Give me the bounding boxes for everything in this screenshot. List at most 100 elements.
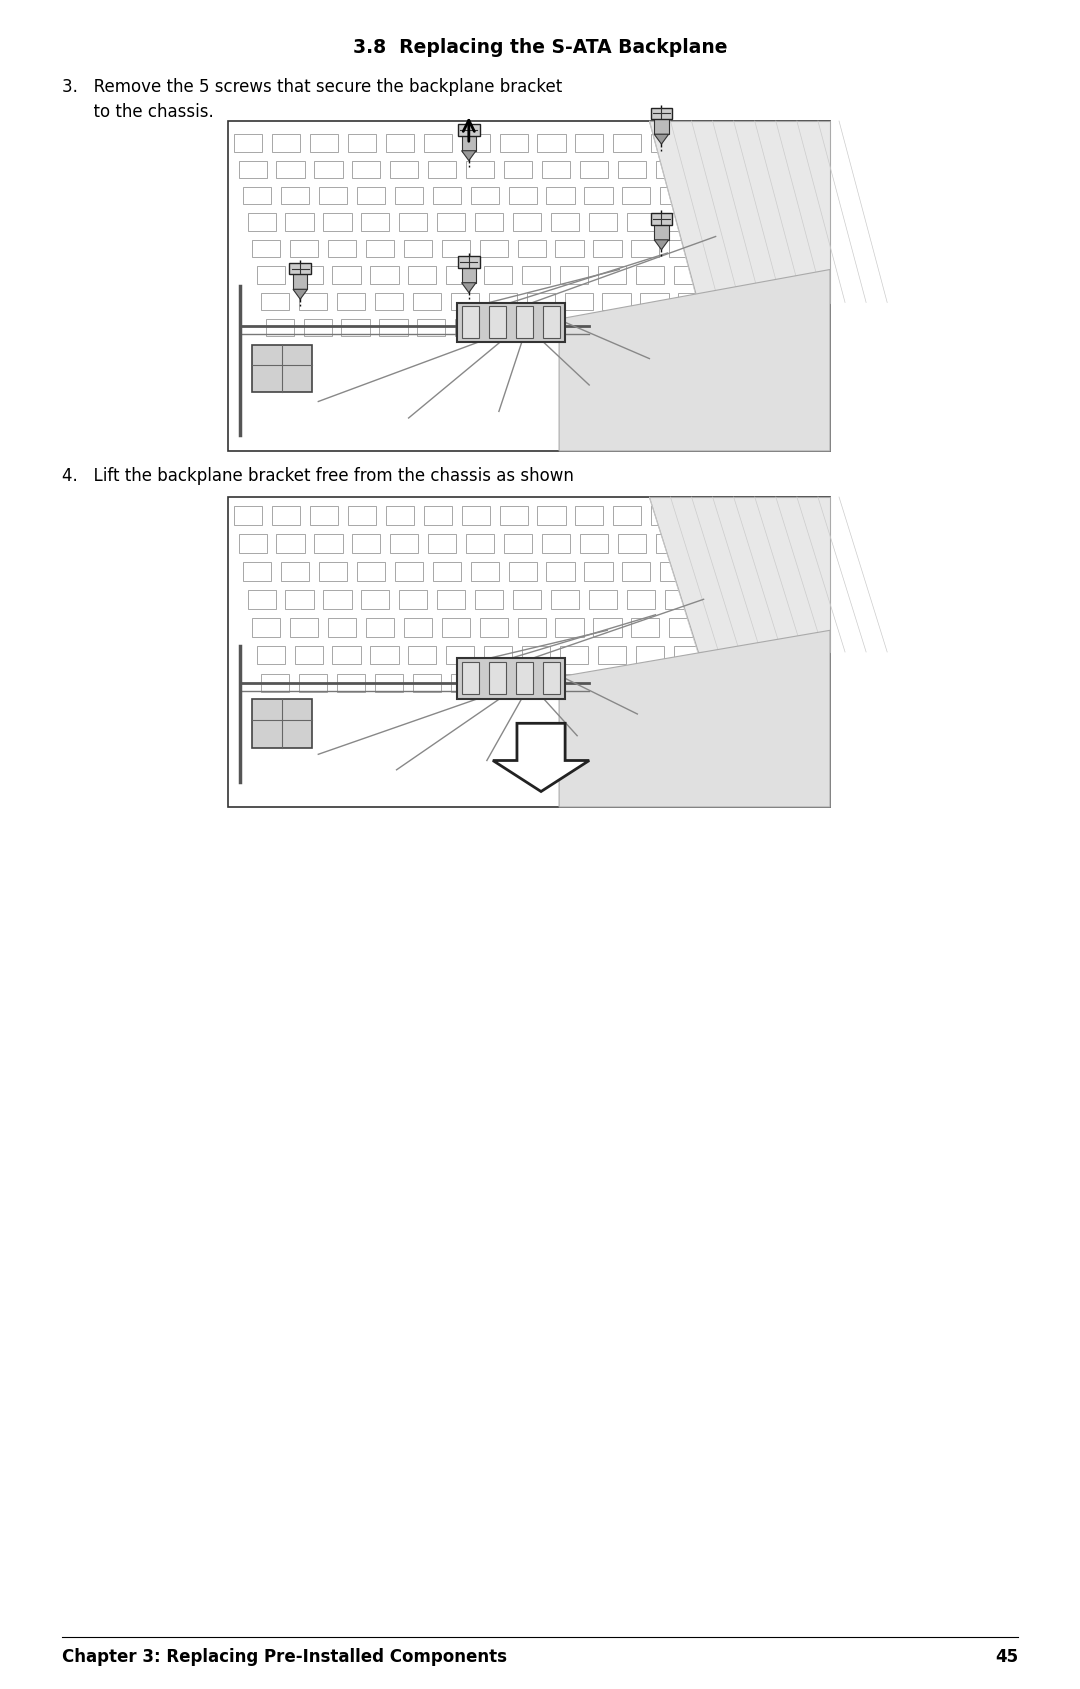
Bar	[543, 307, 561, 339]
Bar	[370, 267, 399, 284]
Bar	[272, 135, 300, 152]
Bar	[603, 674, 631, 692]
Bar	[281, 562, 309, 581]
Bar	[640, 294, 669, 311]
Bar	[517, 618, 545, 637]
Bar	[457, 659, 565, 699]
Bar	[670, 240, 698, 258]
Bar	[674, 647, 702, 665]
Bar	[565, 294, 593, 311]
Bar	[299, 674, 327, 692]
Bar	[295, 267, 323, 284]
Bar	[603, 294, 631, 311]
Bar	[457, 304, 565, 343]
Bar	[461, 662, 478, 696]
Bar	[433, 187, 461, 204]
Bar	[261, 294, 289, 311]
Bar	[461, 307, 478, 339]
Bar	[670, 618, 698, 637]
Bar	[580, 162, 608, 179]
Bar	[527, 674, 555, 692]
Bar	[555, 240, 583, 258]
Bar	[366, 240, 394, 258]
Bar	[480, 618, 508, 637]
Bar	[390, 162, 418, 179]
Bar	[598, 647, 626, 665]
Bar	[516, 307, 534, 339]
Bar	[366, 618, 394, 637]
Bar	[584, 562, 612, 581]
Bar	[538, 507, 566, 525]
Polygon shape	[492, 725, 590, 792]
Bar	[395, 187, 423, 204]
Text: 4.   Lift the backplane bracket free from the chassis as shown: 4. Lift the backplane bracket free from …	[62, 466, 573, 485]
Bar	[281, 187, 309, 204]
Bar	[314, 535, 342, 554]
Bar	[645, 319, 673, 338]
Bar	[239, 162, 267, 179]
Bar	[561, 267, 589, 284]
Bar	[546, 187, 575, 204]
Bar	[404, 240, 432, 258]
Bar	[352, 535, 380, 554]
Bar	[291, 240, 319, 258]
Bar	[285, 591, 313, 610]
Bar	[348, 507, 376, 525]
Bar	[450, 674, 478, 692]
Bar	[379, 319, 407, 338]
Bar	[446, 267, 474, 284]
Bar	[348, 135, 376, 152]
Bar	[531, 319, 559, 338]
Bar	[516, 662, 534, 696]
Polygon shape	[654, 240, 669, 250]
Bar	[607, 319, 635, 338]
Bar	[428, 162, 457, 179]
Bar	[310, 507, 338, 525]
Bar	[636, 267, 664, 284]
Bar	[243, 562, 271, 581]
Bar	[665, 591, 693, 610]
Bar	[461, 135, 489, 152]
Bar	[314, 162, 342, 179]
Bar	[622, 187, 650, 204]
Polygon shape	[559, 632, 831, 807]
Bar	[386, 135, 414, 152]
Bar	[613, 507, 642, 525]
Bar	[328, 240, 356, 258]
Bar	[522, 267, 550, 284]
Bar	[234, 135, 262, 152]
Bar	[428, 535, 457, 554]
Bar	[458, 257, 480, 269]
Bar	[450, 294, 478, 311]
Bar	[489, 307, 507, 339]
Bar	[362, 591, 390, 610]
Bar	[555, 618, 583, 637]
Text: to the chassis.: to the chassis.	[62, 103, 214, 122]
Text: 3.8  Replacing the S-ATA Backplane: 3.8 Replacing the S-ATA Backplane	[353, 37, 727, 57]
Bar	[654, 225, 669, 240]
Bar	[356, 562, 384, 581]
Bar	[299, 294, 327, 311]
Bar	[665, 215, 693, 231]
Bar	[656, 162, 684, 179]
Bar	[618, 162, 646, 179]
Bar	[266, 319, 294, 338]
Bar	[618, 535, 646, 554]
Polygon shape	[293, 291, 308, 301]
Bar	[370, 647, 399, 665]
Bar	[319, 562, 347, 581]
Bar	[328, 618, 356, 637]
Bar	[375, 294, 403, 311]
Bar	[276, 535, 305, 554]
Bar	[446, 647, 474, 665]
Bar	[683, 319, 711, 338]
Bar	[467, 535, 495, 554]
Bar	[500, 507, 528, 525]
Bar	[598, 267, 626, 284]
Bar	[442, 240, 470, 258]
Bar	[252, 240, 280, 258]
Bar	[551, 215, 579, 231]
Bar	[576, 507, 604, 525]
Bar	[674, 267, 702, 284]
Bar	[471, 562, 499, 581]
